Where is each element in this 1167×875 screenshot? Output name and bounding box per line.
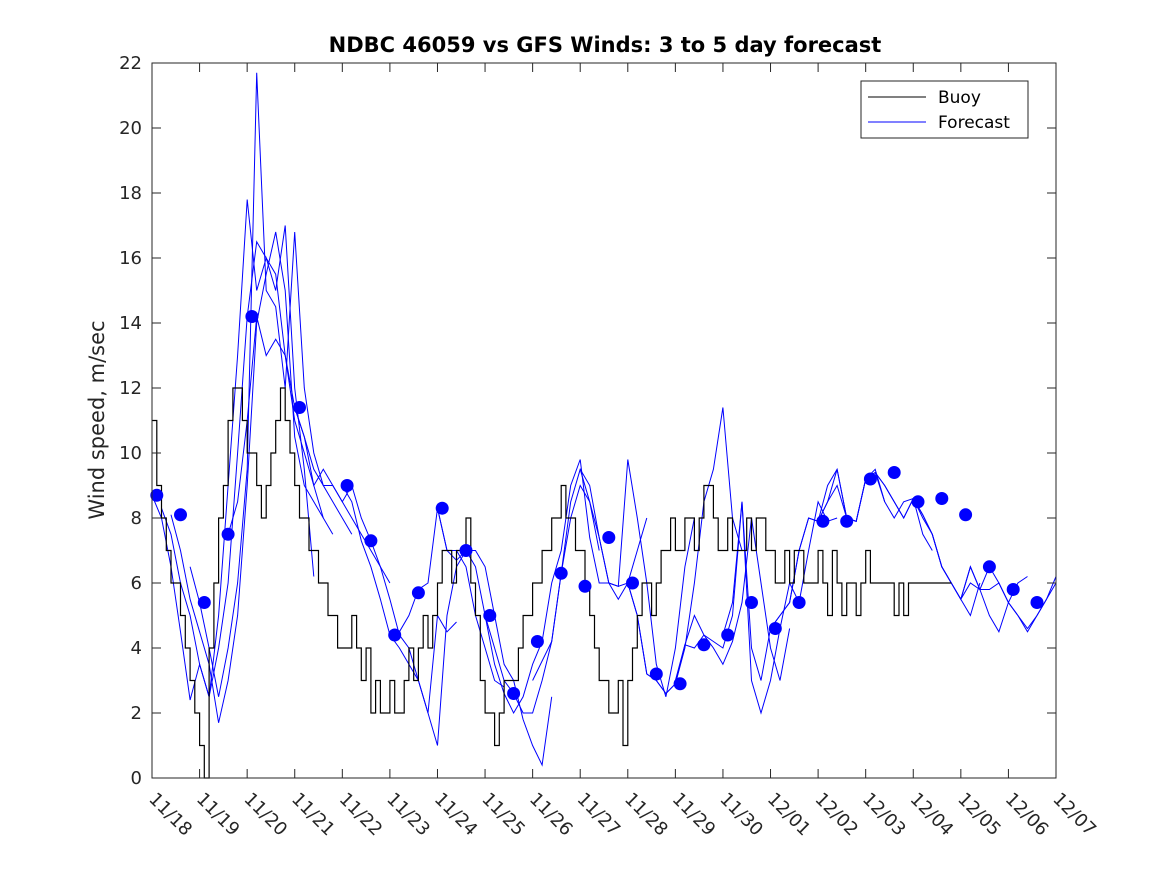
y-tick-label: 10 [119,443,142,464]
forecast-point-10 [435,501,449,515]
forecast-point-32 [959,508,973,522]
forecast-point-21 [697,638,711,652]
forecast-run-line-18 [912,498,1057,633]
forecast-run-line-3 [189,72,353,697]
axis-ticks [151,62,1057,779]
forecast-point-34 [1006,583,1020,596]
forecast-point-1 [174,508,187,522]
forecast-point-25 [792,596,806,609]
forecast-run-line-5 [294,407,457,714]
buoy-series-line [152,387,952,779]
forecast-point-3 [221,527,235,541]
forecast-point-35 [1030,596,1044,609]
legend-forecast-label: Forecast [938,113,1010,133]
plot-data-group [150,72,1057,779]
forecast-point-5 [293,401,306,414]
forecast-point-18 [626,576,639,590]
forecast-point-30 [911,495,925,509]
forecast-point-23 [745,596,758,609]
forecast-run-line-4 [227,316,391,584]
forecast-point-7 [364,534,378,548]
forecast-point-2 [197,596,211,609]
y-tick-label: 14 [119,313,142,334]
forecast-point-6 [340,479,354,492]
y-axis-label: Wind speed, m/sec [85,320,109,519]
legend-box [860,80,1029,139]
y-tick-labels: 0 2 4 6 8 10 12 14 16 18 20 22 [119,53,142,789]
forecast-point-33 [982,560,996,574]
legend: Buoy Forecast [860,80,1029,139]
forecast-point-28 [863,472,877,486]
forecast-point-15 [554,566,568,580]
y-tick-label: 0 [131,768,142,789]
forecast-point-26 [816,514,830,528]
forecast-point-29 [887,466,901,479]
forecast-run-line-1 [161,240,324,697]
forecast-point-22 [721,628,735,642]
forecast-point-16 [578,579,592,593]
y-tick-label: 12 [119,378,142,399]
y-tick-label: 16 [119,248,142,269]
legend-buoy-label: Buoy [938,88,981,108]
forecast-point-0 [150,488,164,502]
forecast-point-17 [602,531,616,544]
forecast-point-19 [649,667,663,681]
forecast-run-line-13 [674,500,838,715]
forecast-point-12 [483,609,497,622]
y-tick-label: 4 [131,638,142,659]
forecast-run-line-6 [341,485,505,688]
y-tick-label: 6 [131,573,142,594]
y-tick-label: 22 [119,53,142,74]
forecast-point-13 [507,687,521,700]
forecast-point-9 [411,586,425,600]
axes-box [151,62,1057,779]
forecast-point-27 [840,514,854,528]
y-tick-label: 18 [119,183,142,204]
chart-title: NDBC 46059 vs GFS Winds: 3 to 5 day fore… [329,33,882,57]
y-tick-label: 8 [131,508,142,529]
forecast-point-24 [768,622,782,635]
forecast-point-8 [388,628,402,642]
forecast-point-11 [459,544,473,557]
plot-area [152,63,1056,778]
forecast-run-line-2 [170,231,334,723]
forecast-point-20 [673,677,687,691]
y-tick-label: 2 [131,703,142,724]
forecast-point-4 [245,310,259,323]
forecast-point-14 [530,635,544,648]
y-tick-label: 20 [119,118,142,139]
forecast-run-line-19 [960,565,1057,630]
forecast-point-31 [935,492,949,505]
